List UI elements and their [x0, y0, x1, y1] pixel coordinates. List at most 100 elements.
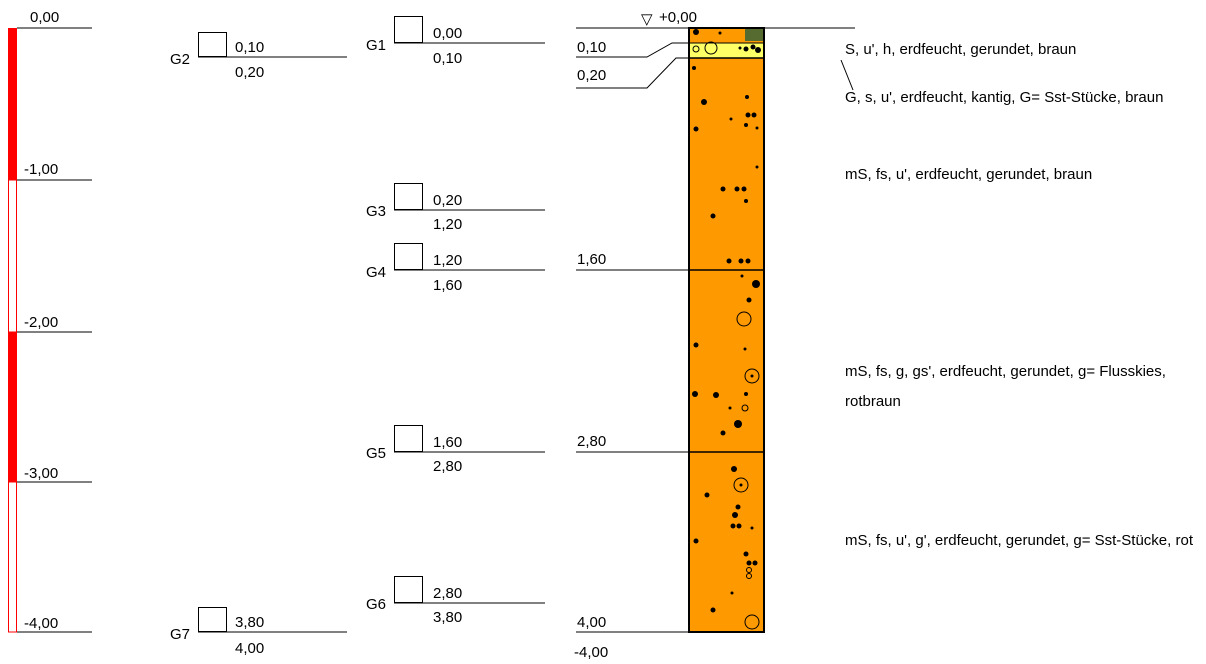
grain-dot [743, 551, 749, 557]
grain-dot [692, 66, 696, 70]
grain-dot [735, 504, 741, 510]
sample-top: 3,80 [235, 614, 264, 631]
end-depth-label: -4,00 [574, 644, 608, 661]
sample-g2: G2 0,10 0,20 [170, 32, 347, 81]
sample-box [198, 32, 227, 57]
grain-dot [746, 560, 752, 566]
grain-dot [704, 492, 710, 498]
grain-dot [751, 112, 757, 118]
profile-column [688, 27, 765, 633]
grain-dot [740, 274, 744, 278]
grain-dot [744, 123, 748, 127]
sample-bottom: 2,80 [433, 458, 462, 475]
grain-circle [744, 368, 760, 384]
grain-dot [743, 347, 747, 351]
sample-box [394, 425, 423, 452]
sample-bottom: 1,20 [433, 216, 462, 233]
sample-box [394, 243, 423, 270]
depth-scale-segment-filled [8, 28, 17, 180]
surface-symbol: ▽ [641, 11, 653, 28]
grain-dot [693, 342, 699, 348]
sample-top: 1,20 [433, 252, 462, 269]
sample-bottom: 1,60 [433, 277, 462, 294]
grain-dot [720, 430, 726, 436]
sample-bottom: 3,80 [433, 609, 462, 626]
leader-line [576, 42, 689, 58]
grain-circle [736, 311, 752, 327]
sample-g4: G4 1,20 1,60 [366, 243, 545, 294]
sample-g7: G7 3,80 4,00 [170, 607, 347, 657]
depth-tick-label: -4,00 [24, 615, 58, 632]
sample-top: 2,80 [433, 585, 462, 602]
boundary-depth-label: 0,20 [577, 67, 606, 84]
profile-boundaries: 0,10 0,20 1,60 2,80 4,00 -4,00 [574, 39, 689, 661]
description-leader [840, 59, 854, 91]
grain-circle [746, 573, 752, 579]
grain-dot [752, 560, 758, 566]
grain-dot [750, 44, 756, 50]
boundary-depth-label: 2,80 [577, 433, 606, 450]
grain-dot [750, 374, 754, 378]
boundary-depth-label: 4,00 [577, 614, 606, 631]
sample-id: G6 [366, 596, 386, 613]
sample-g5: G5 1,60 2,80 [366, 425, 545, 475]
grain-dot [693, 126, 699, 132]
grain-dot [755, 165, 759, 169]
layer-sand-middle [689, 270, 764, 452]
layer-sand-upper [689, 58, 764, 270]
grain-dot [745, 258, 751, 264]
grain-dot [743, 46, 749, 52]
sample-g3: G3 0,20 1,20 [366, 183, 545, 233]
grain-dot [692, 391, 698, 397]
grain-circle [704, 41, 718, 55]
grain-circle [692, 45, 700, 53]
depth-scale-segment-empty [8, 481, 17, 633]
grain-dot [710, 607, 716, 613]
grain-dot [713, 392, 719, 398]
grain-dot [750, 526, 754, 530]
surface-level: ▽ +0,00 [576, 9, 855, 29]
grain-circle [746, 567, 752, 573]
grain-dot [752, 280, 760, 288]
sample-top: 0,00 [433, 25, 462, 42]
grain-dot [731, 466, 737, 472]
profile-outline [688, 27, 765, 633]
sample-box [394, 576, 423, 603]
grain-dot [732, 512, 738, 518]
grain-dot [728, 406, 732, 410]
sample-bottom: 4,00 [235, 640, 264, 657]
leader-line [576, 57, 689, 89]
grain-dot [720, 186, 726, 192]
grain-dot [744, 199, 748, 203]
depth-tick-label: -3,00 [24, 465, 58, 482]
grain-dot [734, 186, 740, 192]
grain-dot [710, 213, 716, 219]
grain-dot [701, 99, 707, 105]
sample-top: 0,20 [433, 192, 462, 209]
grain-dot [729, 117, 733, 121]
depth-scale-segment-filled [8, 332, 17, 482]
grain-dot [738, 46, 742, 50]
sample-id: G7 [170, 626, 190, 643]
sample-bottom: 0,20 [235, 64, 264, 81]
sample-g1: G1 0,00 0,10 [366, 16, 545, 67]
grain-dot [745, 112, 751, 118]
humus-patch [745, 28, 764, 41]
grain-dot [734, 420, 742, 428]
grain-dot [730, 591, 734, 595]
depth-tick-label: -1,00 [24, 161, 58, 178]
layer-sand-lower [689, 452, 764, 632]
boundary-depth-label: 0,10 [577, 39, 606, 56]
grain-dot [745, 95, 749, 99]
grain-dot [718, 31, 722, 35]
depth-tick-label: -2,00 [24, 314, 58, 331]
surface-label: +0,00 [659, 9, 697, 26]
grain-circle [744, 614, 760, 630]
depth-scale-segment-empty [8, 179, 17, 333]
grain-dot [744, 392, 748, 396]
sample-box [394, 16, 423, 43]
sample-top: 1,60 [433, 434, 462, 451]
grain-circle [741, 404, 749, 412]
sample-bottom: 0,10 [433, 50, 462, 67]
